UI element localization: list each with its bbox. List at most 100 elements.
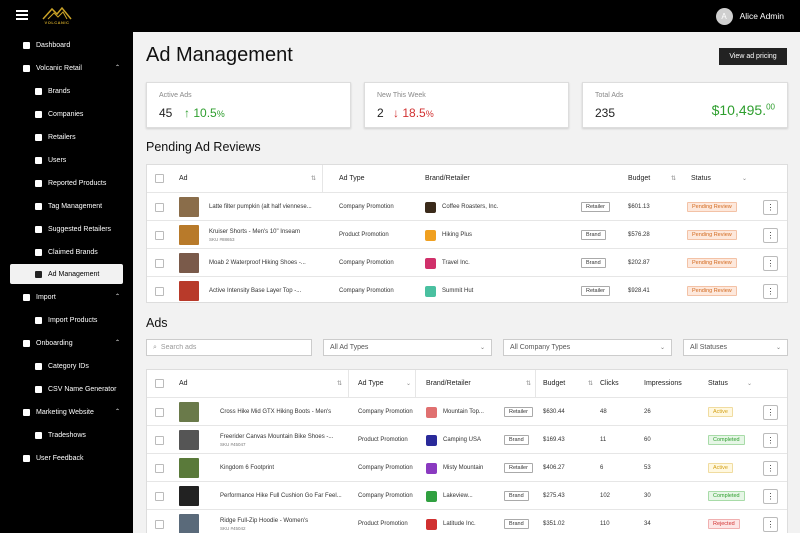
column-header-brand[interactable]: Brand/Retailer ⇅ xyxy=(426,370,536,397)
sidebar-item-category-ids[interactable]: Category IDs xyxy=(10,356,123,376)
column-header-budget[interactable]: Budget ⇅ xyxy=(628,165,676,192)
sidebar-item-ad-management[interactable]: Ad Management xyxy=(10,264,123,284)
brand-name[interactable]: Travel Inc. xyxy=(442,260,470,266)
row-select[interactable] xyxy=(155,398,164,426)
select-all-checkbox[interactable] xyxy=(155,174,164,183)
user-name[interactable]: Alice Admin xyxy=(739,11,784,21)
sidebar-item-users[interactable]: Users xyxy=(10,150,123,170)
brand-name[interactable]: Latitude Inc. xyxy=(443,521,476,527)
row-select[interactable] xyxy=(155,482,164,510)
table-row[interactable]: Kingdom 6 Footprint Company Promotion Mist… xyxy=(147,453,787,481)
status-filter[interactable]: All Statuses ⌄ xyxy=(683,339,788,356)
sidebar-item-volcanic-retail[interactable]: Volcanic Retail ⌃ xyxy=(10,58,123,78)
ad-type-filter[interactable]: All Ad Types ⌄ xyxy=(323,339,492,356)
sidebar-item-dashboard[interactable]: Dashboard xyxy=(10,35,123,55)
user-menu[interactable]: A Alice Admin xyxy=(715,7,784,25)
table-row[interactable]: Moab 2 Waterproof Hiking Shoes -... Compa… xyxy=(147,248,787,276)
column-header-type[interactable]: Ad Type ⌄ xyxy=(358,370,416,397)
brand-name[interactable]: Mountain Top... xyxy=(443,409,484,415)
chevron-down-icon[interactable]: ⌄ xyxy=(405,381,411,387)
sort-icon[interactable]: ⇅ xyxy=(310,176,316,182)
avatar[interactable]: A xyxy=(715,7,733,25)
search-box[interactable]: ⌕ xyxy=(146,339,312,356)
row-select[interactable] xyxy=(155,454,164,482)
more-actions-button[interactable]: ⋮ xyxy=(763,255,778,271)
table-row[interactable]: Cross Hike Mid GTX Hiking Boots - Men's C… xyxy=(147,397,787,425)
sidebar-item-companies[interactable]: Companies xyxy=(10,104,123,124)
header-select-all[interactable] xyxy=(155,370,164,397)
ad-title[interactable]: Moab 2 Waterproof Hiking Shoes -... xyxy=(209,260,306,266)
menu-icon[interactable] xyxy=(16,10,28,20)
more-actions-button[interactable]: ⋮ xyxy=(763,283,778,299)
more-actions-button[interactable]: ⋮ xyxy=(763,460,778,476)
row-select[interactable] xyxy=(155,221,164,249)
chevron-down-icon[interactable]: ⌄ xyxy=(741,176,747,182)
row-checkbox[interactable] xyxy=(155,435,164,445)
ad-title[interactable]: Ridge Full-Zip Hoodie - Women's xyxy=(220,517,309,524)
column-header-budget[interactable]: Budget ⇅ xyxy=(543,370,593,397)
ad-title[interactable]: Kruiser Shorts - Men's 10" Inseam xyxy=(209,228,300,235)
brand-name[interactable]: Misty Mountain xyxy=(443,465,484,471)
sidebar-item-marketing-website[interactable]: Marketing Website ⌃ xyxy=(10,402,123,422)
column-header-status[interactable]: Status ⌄ xyxy=(691,165,747,192)
table-row[interactable]: Freerider Canvas Mountain Bike Shoes -..… xyxy=(147,425,787,453)
sort-icon[interactable]: ⇅ xyxy=(525,381,531,387)
row-checkbox[interactable] xyxy=(155,202,164,212)
brand-name[interactable]: Summit Hut xyxy=(442,288,474,294)
sort-icon[interactable]: ⇅ xyxy=(670,176,676,182)
view-ad-pricing-button[interactable]: View ad pricing xyxy=(719,48,787,65)
sidebar-item-onboarding[interactable]: Onboarding ⌃ xyxy=(10,333,123,353)
sidebar-item-user-feedback[interactable]: User Feedback xyxy=(10,448,123,468)
sidebar-item-csv-name-generator[interactable]: CSV Name Generator xyxy=(10,379,123,399)
sidebar-item-brands[interactable]: Brands xyxy=(10,81,123,101)
column-header-ad[interactable]: Ad ⇅ xyxy=(179,370,349,397)
brand-name[interactable]: Camping USA xyxy=(443,437,482,443)
brand-name[interactable]: Lakeview... xyxy=(443,493,473,499)
column-header-ad[interactable]: Ad ⇅ xyxy=(179,165,323,192)
ad-title[interactable]: Latte filter pumpkin (alt half viennese.… xyxy=(209,204,312,210)
row-select[interactable] xyxy=(155,426,164,454)
ad-title[interactable]: Cross Hike Mid GTX Hiking Boots - Men's xyxy=(220,409,332,415)
ad-title[interactable]: Active Intensity Base Layer Top -... xyxy=(209,288,302,294)
more-actions-button[interactable]: ⋮ xyxy=(763,432,778,448)
more-actions-button[interactable]: ⋮ xyxy=(763,404,778,420)
more-actions-button[interactable]: ⋮ xyxy=(763,488,778,504)
sort-icon[interactable]: ⇅ xyxy=(336,381,342,387)
table-row[interactable]: Performance Hike Full Cushion Go Far Fee… xyxy=(147,481,787,509)
table-row[interactable]: Ridge Full-Zip Hoodie - Women's SKU #4504… xyxy=(147,509,787,533)
row-checkbox[interactable] xyxy=(155,230,164,240)
sidebar-item-claimed-brands[interactable]: Claimed Brands xyxy=(10,242,123,262)
table-row[interactable]: Active Intensity Base Layer Top -... Comp… xyxy=(147,276,787,304)
table-row[interactable]: Latte filter pumpkin (alt half viennese.… xyxy=(147,192,787,220)
row-select[interactable] xyxy=(155,510,164,533)
row-select[interactable] xyxy=(155,193,164,221)
search-input[interactable] xyxy=(160,344,301,351)
select-all-checkbox[interactable] xyxy=(155,379,164,388)
row-checkbox[interactable] xyxy=(155,407,164,417)
ad-title[interactable]: Kingdom 6 Footprint xyxy=(220,465,275,471)
brand-name[interactable]: Hiking Plus xyxy=(442,232,473,238)
row-select[interactable] xyxy=(155,249,164,277)
row-checkbox[interactable] xyxy=(155,519,164,529)
row-checkbox[interactable] xyxy=(155,286,164,296)
row-checkbox[interactable] xyxy=(155,258,164,268)
sidebar-item-reported-products[interactable]: Reported Products xyxy=(10,173,123,193)
more-actions-button[interactable]: ⋮ xyxy=(763,516,778,532)
header-select-all[interactable] xyxy=(155,165,164,192)
row-select[interactable] xyxy=(155,277,164,305)
chevron-down-icon[interactable]: ⌄ xyxy=(746,381,752,387)
sidebar-item-import-products[interactable]: Import Products xyxy=(10,310,123,330)
more-actions-button[interactable]: ⋮ xyxy=(763,199,778,215)
sidebar-item-import[interactable]: Import ⌃ xyxy=(10,287,123,307)
row-checkbox[interactable] xyxy=(155,491,164,501)
logo[interactable]: VOLCANIC xyxy=(41,6,73,26)
ad-title[interactable]: Freerider Canvas Mountain Bike Shoes -..… xyxy=(220,433,334,440)
sidebar-item-tradeshows[interactable]: Tradeshows xyxy=(10,425,123,445)
table-row[interactable]: Kruiser Shorts - Men's 10" Inseam SKU #88… xyxy=(147,220,787,248)
sidebar-item-suggested-retailers[interactable]: Suggested Retailers xyxy=(10,219,123,239)
more-actions-button[interactable]: ⋮ xyxy=(763,227,778,243)
row-checkbox[interactable] xyxy=(155,463,164,473)
column-header-status[interactable]: Status ⌄ xyxy=(708,370,752,397)
ad-title[interactable]: Performance Hike Full Cushion Go Far Fee… xyxy=(220,493,342,499)
sidebar-item-retailers[interactable]: Retailers xyxy=(10,127,123,147)
